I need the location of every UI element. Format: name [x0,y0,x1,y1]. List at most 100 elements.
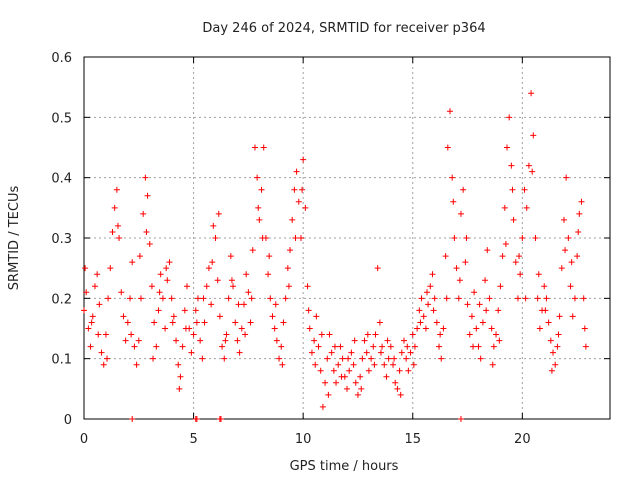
data-point [184,283,191,290]
data-point [217,416,224,422]
data-point [284,265,291,272]
data-point [177,373,184,380]
data-point [153,343,160,350]
data-point [240,301,247,308]
data-point [176,385,183,392]
data-point [358,385,365,392]
data-point [238,325,245,332]
data-point [460,186,467,193]
data-point [312,361,319,368]
data-point [235,301,242,308]
data-point [98,349,105,356]
data-point [179,343,186,350]
data-point [489,361,496,368]
data-point [193,416,200,422]
data-point [420,313,427,320]
data-point [315,343,322,350]
data-point [503,144,510,151]
data-point [273,337,280,344]
data-point [580,295,587,302]
data-point [447,108,454,115]
data-point [535,271,542,278]
data-point [471,289,478,296]
data-point [555,331,562,338]
data-point [558,265,565,272]
data-point [578,198,585,205]
data-point [162,325,169,332]
data-point [291,186,298,193]
data-point [272,301,279,308]
data-point [163,265,170,272]
data-point [325,391,332,398]
x-tick-label: 15 [404,432,421,447]
data-point [510,216,517,223]
data-point [497,283,504,290]
data-point [506,114,513,121]
data-point [384,337,391,344]
data-point [305,307,312,314]
data-point [168,295,175,302]
data-point [451,235,458,241]
data-point [299,186,306,193]
data-point [528,90,535,97]
data-point [363,349,370,356]
data-point [582,343,589,350]
x-tick-label: 10 [295,432,312,447]
data-point [354,391,361,398]
data-points [81,90,589,422]
data-point [370,343,377,350]
data-point [450,198,457,205]
data-point [215,210,222,217]
data-point [391,355,398,362]
data-point [403,355,410,362]
data-point [548,367,555,374]
data-point [522,295,529,302]
data-point [146,241,153,248]
data-point [470,343,477,350]
data-point [143,228,150,235]
data-point [260,144,267,151]
data-point [96,301,103,308]
data-point [326,331,333,338]
data-point [232,319,239,326]
data-point [581,325,588,332]
data-point [135,337,142,344]
data-point [374,265,381,272]
data-point [216,313,223,320]
data-point [221,355,228,362]
data-point [352,379,359,386]
data-point [131,343,138,350]
data-point [111,204,118,211]
data-point [247,319,254,326]
data-point [88,319,95,326]
data-point [440,325,447,332]
data-point [455,295,462,302]
data-point [223,331,230,338]
data-point [344,385,350,392]
data-point [396,367,403,374]
data-point [339,355,346,362]
data-point [200,295,207,302]
data-point [495,307,502,314]
data-point [94,271,101,278]
data-point [109,228,116,235]
data-point [371,361,378,368]
data-point [129,259,136,266]
data-point [438,355,445,362]
data-point [436,343,443,350]
data-point [483,307,490,314]
data-point [190,331,197,338]
data-point [422,325,429,332]
data-point [335,361,342,368]
data-point [397,391,404,398]
data-point [545,319,552,326]
data-point [532,235,539,241]
data-point [248,295,255,302]
data-point [100,361,107,368]
data-point [137,295,144,302]
data-point [95,331,102,338]
data-point [166,259,173,266]
data-point [295,198,302,205]
